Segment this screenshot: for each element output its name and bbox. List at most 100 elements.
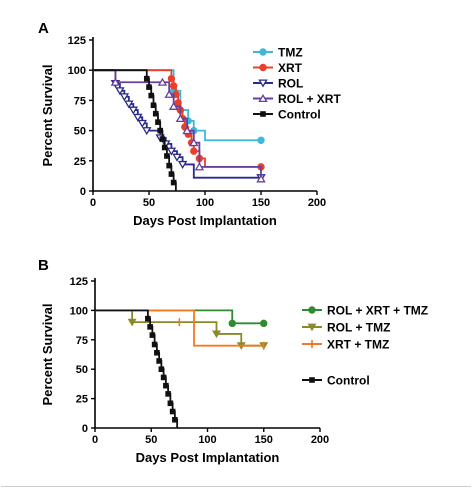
- data-point: [158, 366, 165, 372]
- legend-label: ROL + XRT + TMZ: [327, 304, 428, 318]
- data-point: [212, 330, 221, 339]
- data-point: [161, 144, 168, 151]
- legend: ROL + XRT + TMZ ROL + TMZ XRT + TMZ Control: [302, 304, 428, 388]
- series-rol-xrt-tmz: [95, 309, 268, 328]
- data-point: [169, 408, 176, 415]
- data-point: [137, 119, 148, 128]
- legend-label: ROL: [278, 77, 303, 91]
- data-point: [228, 319, 236, 328]
- x-tick-label: 150: [252, 197, 270, 209]
- data-point: [151, 341, 158, 348]
- data-point: [172, 416, 178, 423]
- axes: 0 50 100 150 200 0 25 50 75 100 125 Days Post Impla…: [40, 276, 329, 465]
- legend-label: Control: [278, 108, 321, 122]
- legend-item: TMZ: [253, 46, 303, 60]
- data-point: [256, 174, 266, 183]
- data-point: [166, 147, 177, 156]
- series-xrt-tmz: [95, 309, 265, 350]
- data-point: [149, 332, 156, 338]
- data-point: [146, 84, 152, 90]
- x-tick-label: 150: [255, 434, 273, 446]
- panel-label: B: [38, 257, 49, 274]
- data-point: [154, 349, 160, 356]
- y-tick-label: 75: [74, 95, 86, 107]
- x-tick-label: 100: [196, 197, 214, 209]
- data-point: [163, 382, 169, 389]
- legend-label: Control: [327, 374, 370, 388]
- y-tick-label: 50: [76, 364, 88, 376]
- data-point: [172, 153, 182, 162]
- data-point: [164, 89, 174, 98]
- survival-step-line: [93, 69, 261, 142]
- x-axis-title: Days Post Implantation: [136, 450, 280, 465]
- legend-label: XRT + TMZ: [327, 338, 389, 352]
- survival-step-line: [93, 69, 177, 191]
- data-point: [147, 324, 153, 330]
- data-point: [177, 160, 188, 169]
- series-rol-xrt: [93, 69, 266, 183]
- x-tick-label: 200: [311, 434, 329, 446]
- legend-item: XRT + TMZ: [302, 338, 389, 352]
- data-point: [110, 77, 121, 86]
- figure-frame: [1, 1, 471, 487]
- survival-step-line: [95, 309, 264, 347]
- y-tick-label: 25: [76, 394, 88, 406]
- data-point: [124, 100, 134, 109]
- data-point: [115, 87, 125, 96]
- data-point: [182, 126, 192, 135]
- y-tick-label: 100: [70, 305, 88, 317]
- legend-swatch-marker: [307, 323, 317, 332]
- legend-swatch-marker: [258, 93, 268, 103]
- y-tick-label: 125: [68, 35, 86, 47]
- data-point: [168, 101, 179, 110]
- data-point: [156, 358, 162, 364]
- legend-label: ROL + TMZ: [327, 321, 390, 335]
- data-point: [157, 127, 163, 134]
- series-control: [95, 309, 179, 428]
- data-point: [145, 315, 151, 322]
- data-point: [143, 75, 150, 82]
- legend-label: TMZ: [278, 46, 303, 60]
- data-point: [152, 110, 159, 117]
- series-rol: [93, 69, 266, 183]
- legend-item: ROL + TMZ: [302, 321, 390, 335]
- data-point: [128, 106, 139, 115]
- legend-swatch-marker: [308, 306, 316, 314]
- axes: 0 50 100 150 200 0 25 50 75 100 125 Days Post Impla…: [40, 35, 326, 228]
- data-point: [119, 93, 130, 102]
- x-tick-label: 0: [90, 197, 96, 209]
- x-tick-label: 100: [198, 434, 216, 446]
- legend-swatch-marker: [309, 377, 315, 383]
- data-point: [164, 153, 170, 159]
- data-point: [155, 119, 161, 125]
- data-point: [142, 127, 152, 136]
- chart-panel-a: A 0 50 100 150 200 0 25 50 75 100 125 Days Post Impl…: [38, 20, 341, 228]
- y-axis-title: Percent Survival: [40, 65, 55, 167]
- y-tick-label: 125: [70, 276, 88, 288]
- data-point: [190, 147, 198, 155]
- legend-swatch-marker: [259, 48, 267, 56]
- legend-swatch-marker: [259, 63, 267, 72]
- data-point: [194, 162, 205, 171]
- data-point: [168, 171, 175, 177]
- data-point: [167, 74, 176, 83]
- legend-item: ROL + XRT: [253, 92, 341, 106]
- legend-item: XRT: [253, 61, 303, 75]
- chart-panel-b: B 0 50 100 150 200 0 25 50 75 100 125 Days Post Impl…: [38, 257, 428, 465]
- data-point: [165, 391, 171, 397]
- x-tick-label: 50: [143, 197, 155, 209]
- survival-step-line: [95, 309, 264, 347]
- series-rol-tmz: [95, 309, 269, 350]
- x-axis-title: Days Post Implantation: [133, 213, 277, 228]
- legend-item: ROL: [253, 77, 303, 91]
- data-point: [167, 400, 174, 407]
- data-point: [150, 102, 157, 109]
- x-tick-label: 200: [308, 197, 326, 209]
- legend-swatch-marker: [260, 111, 266, 117]
- data-point: [133, 113, 143, 122]
- data-point: [169, 82, 178, 90]
- y-tick-label: 100: [68, 65, 86, 77]
- data-point: [170, 179, 177, 186]
- data-point: [160, 374, 167, 381]
- legend-item: Control: [302, 374, 370, 388]
